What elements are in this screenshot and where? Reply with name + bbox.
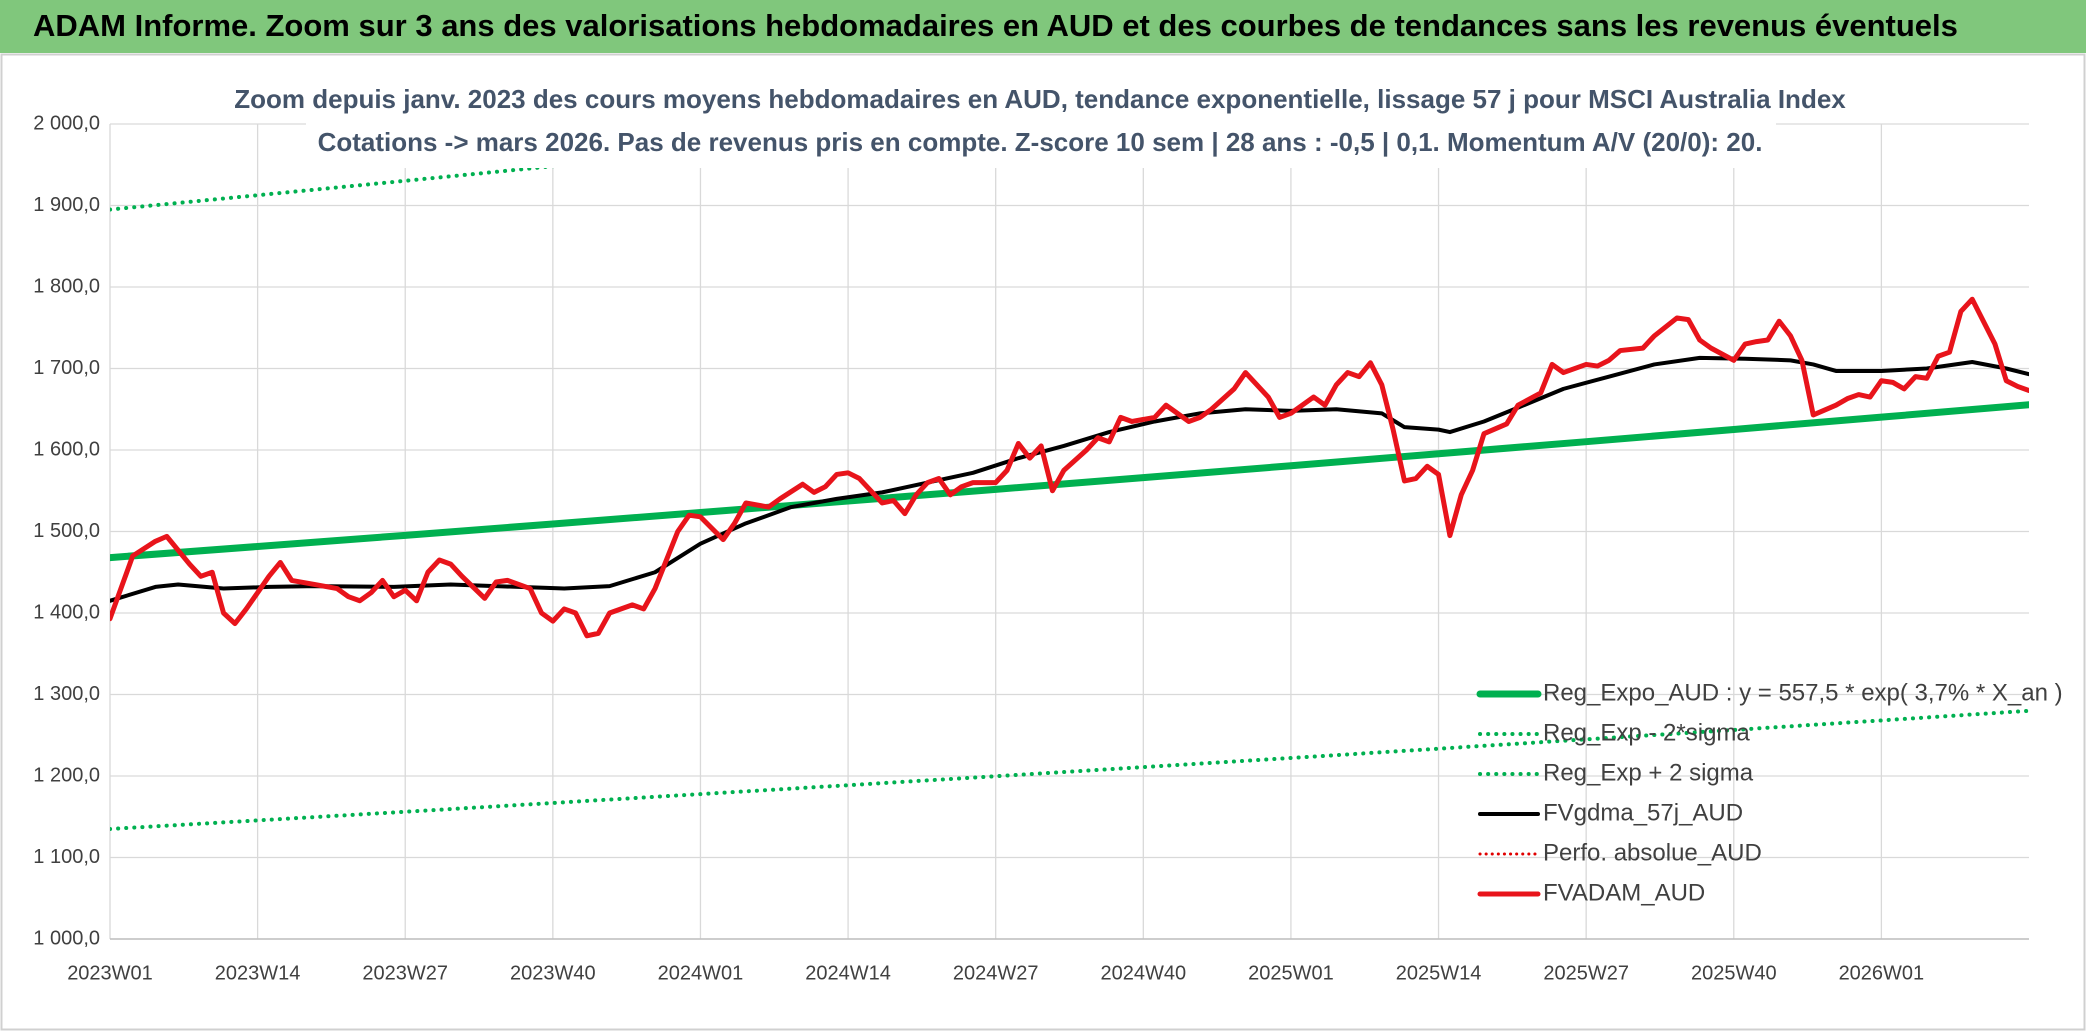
x-tick-label: 2025W40 [1691, 962, 1777, 984]
chart-subtitle: Cotations -> mars 2026. Pas de revenus p… [318, 127, 1763, 157]
chart-border [0, 53, 2086, 1031]
x-tick-label: 2026W01 [1839, 962, 1925, 984]
y-tick-label: 1 500,0 [33, 520, 100, 542]
x-tick-label: 2025W01 [1248, 962, 1334, 984]
legend-label: FVADAM_AUD [1543, 879, 1705, 906]
x-tick-label: 2024W27 [953, 962, 1039, 984]
x-tick-label: 2023W27 [362, 962, 448, 984]
chart-title: Zoom depuis janv. 2023 des cours moyens … [234, 84, 1846, 114]
series-line [110, 355, 2029, 603]
x-tick-label: 2023W40 [510, 962, 596, 984]
x-tick-label: 2023W14 [215, 962, 301, 984]
legend: Reg_Expo_AUD : y = 557,5 * exp( 3,7% * X… [1476, 679, 2063, 906]
header-title: ADAM Informe. Zoom sur 3 ans des valoris… [33, 8, 1958, 43]
legend-label: FVgdma_57j_AUD [1543, 799, 1743, 826]
x-tick-label: 2024W01 [658, 962, 744, 984]
x-tick-label: 2023W01 [67, 962, 153, 984]
y-tick-label: 2 000,0 [33, 112, 100, 134]
y-tick-label: 1 700,0 [33, 357, 100, 379]
legend-label: Perfo. absolue_AUD [1543, 839, 1762, 866]
x-tick-label: 2025W14 [1396, 962, 1482, 984]
y-tick-label: 1 100,0 [33, 846, 100, 868]
legend-label: Reg_Exp - 2*sigma [1543, 719, 1750, 746]
y-tick-label: 1 000,0 [33, 927, 100, 949]
title-box [306, 78, 1776, 168]
lines [110, 124, 2029, 831]
x-tick-label: 2024W40 [1100, 962, 1186, 984]
x-tick-label: 2025W27 [1543, 962, 1629, 984]
series-line [110, 708, 2029, 831]
header-bar [0, 0, 2086, 53]
grid: 1 000,0 1 100,0 1 200,0 1 300,0 1 400,0 1 500… [33, 112, 2029, 984]
y-tick-label: 1 600,0 [33, 438, 100, 460]
y-tick-label: 1 200,0 [33, 764, 100, 786]
y-tick-label: 1 400,0 [33, 601, 100, 623]
legend-label: Reg_Expo_AUD : y = 557,5 * exp( 3,7% * X… [1543, 679, 2063, 706]
y-tick-label: 1 900,0 [33, 194, 100, 216]
x-tick-label: 2024W14 [805, 962, 891, 984]
series-line [110, 401, 2029, 562]
y-tick-label: 1 300,0 [33, 683, 100, 705]
legend-label: Reg_Exp + 2 sigma [1543, 759, 1754, 786]
series-line [110, 296, 2029, 639]
y-tick-label: 1 800,0 [33, 275, 100, 297]
